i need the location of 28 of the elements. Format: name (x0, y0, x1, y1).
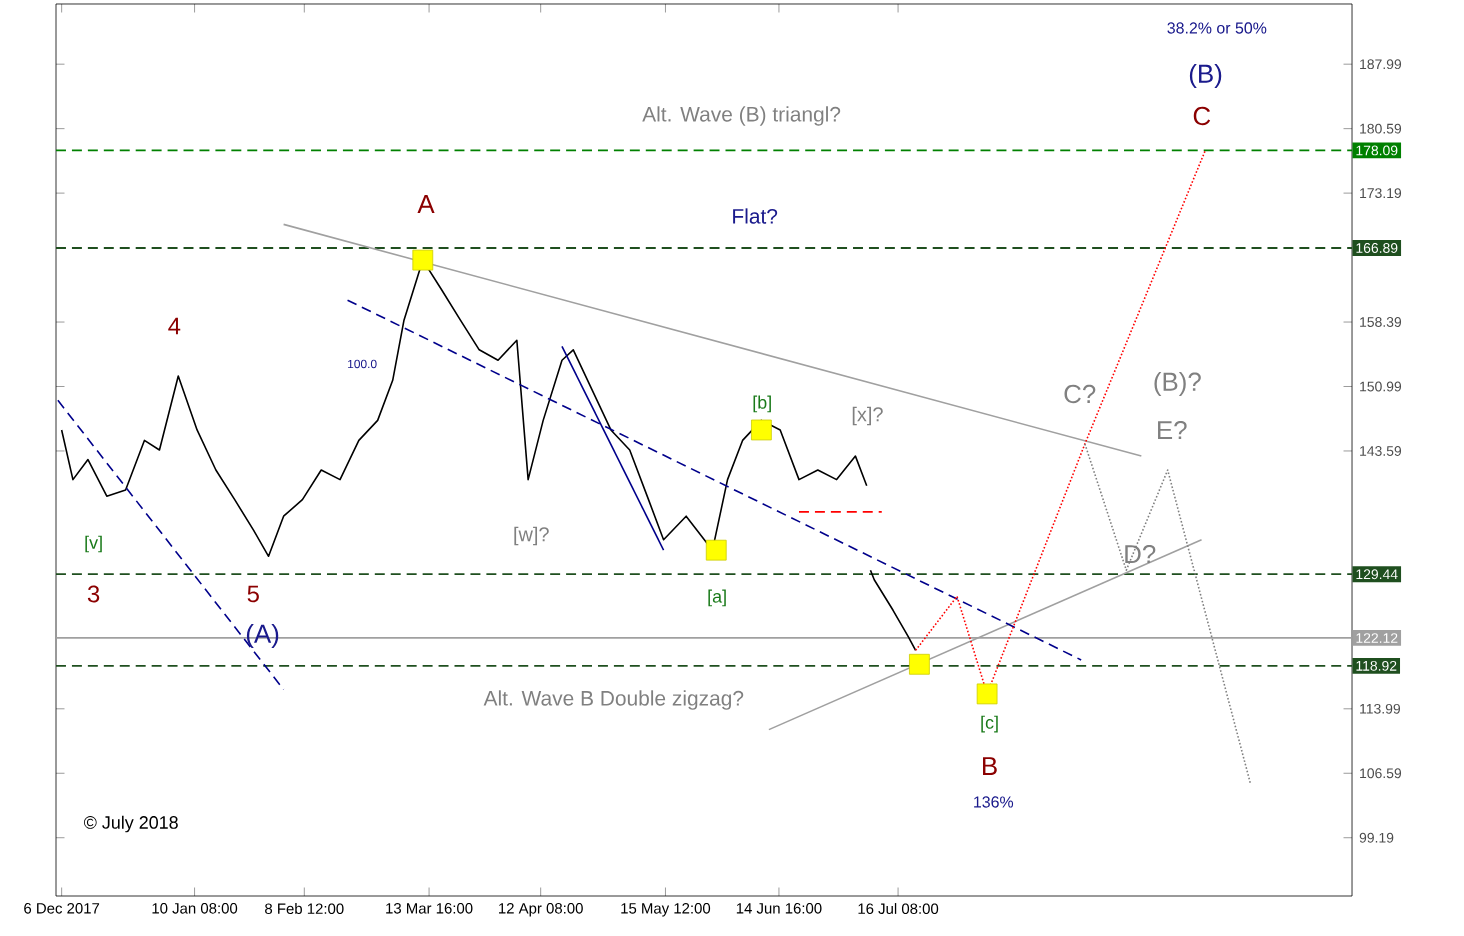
annotation: [c] (981, 715, 998, 733)
annotation: [v] (85, 535, 102, 553)
annotation: D? (1125, 544, 1156, 564)
annotation: (B) (1189, 63, 1222, 89)
point (751, 419, 772, 441)
point (909, 653, 930, 675)
annotation: Alt. Wave B Double zigzag? (483, 690, 744, 710)
annotation: 5 (247, 585, 259, 603)
annotation: C? (1064, 384, 1096, 404)
annotation: [w]? (514, 526, 549, 546)
annotation: A (417, 195, 435, 213)
annotation: [b] (753, 395, 771, 413)
point (976, 683, 998, 705)
annotation: 3 (87, 585, 100, 603)
annotation: [x]? (852, 406, 883, 426)
annotation: Flat? (733, 208, 778, 224)
annotation: Alt. Wave (B) triangl? (642, 106, 841, 126)
point (412, 249, 434, 271)
point (705, 539, 727, 561)
annotation: 4 (168, 317, 181, 335)
annotation: B (983, 757, 997, 775)
line-series (1084, 443, 1252, 785)
annotation: (B)? (1154, 371, 1201, 397)
annotation: (A) (246, 623, 279, 649)
annotation: [a] (708, 589, 726, 607)
annotation: C (1193, 106, 1211, 126)
annotation: E? (1158, 420, 1187, 440)
annotation: © July 2018 (83, 815, 178, 833)
